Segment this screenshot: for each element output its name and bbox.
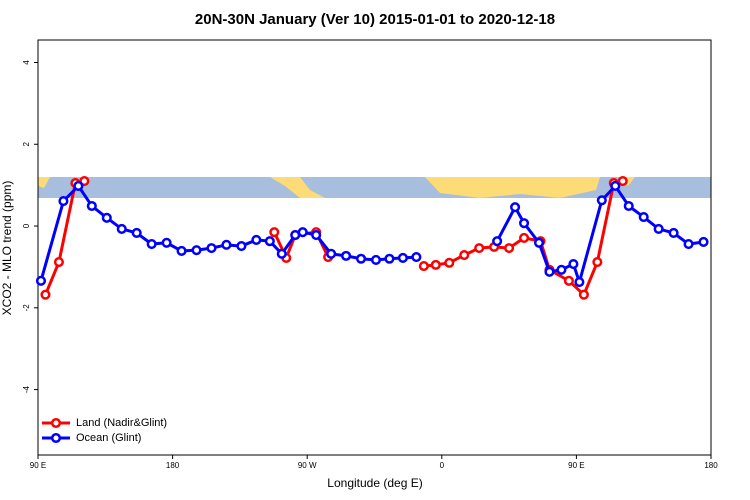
data-point bbox=[623, 200, 634, 212]
data-point bbox=[397, 252, 408, 263]
data-point bbox=[276, 248, 287, 259]
data-point bbox=[341, 250, 352, 261]
data-point bbox=[578, 289, 589, 300]
x-tick-label: 90 E bbox=[568, 461, 584, 470]
data-point bbox=[131, 227, 142, 239]
data-point bbox=[384, 253, 395, 264]
data-point bbox=[176, 245, 187, 257]
data-point bbox=[556, 264, 567, 275]
data-point bbox=[418, 261, 429, 272]
y-tick-label: 2 bbox=[22, 141, 31, 146]
data-point bbox=[264, 236, 275, 247]
x-tick-label: 0 bbox=[440, 461, 445, 470]
data-point bbox=[610, 180, 621, 192]
data-point bbox=[311, 229, 322, 241]
y-tick-label: -4 bbox=[22, 385, 31, 393]
data-point bbox=[86, 200, 97, 212]
data-point bbox=[161, 237, 172, 248]
x-tick-label: 180 bbox=[166, 461, 180, 470]
data-point bbox=[568, 259, 579, 270]
data-point bbox=[116, 223, 127, 234]
data-point bbox=[101, 212, 112, 223]
y-tick-label: 4 bbox=[22, 60, 31, 65]
data-point bbox=[35, 275, 47, 286]
data-point bbox=[430, 259, 441, 270]
data-point bbox=[191, 245, 202, 256]
data-point bbox=[563, 275, 574, 286]
data-point bbox=[206, 243, 217, 254]
data-point bbox=[519, 232, 530, 243]
y-tick-label: 0 bbox=[22, 223, 31, 228]
data-point bbox=[533, 237, 545, 248]
data-point bbox=[53, 256, 64, 268]
data-point bbox=[668, 227, 679, 239]
data-point bbox=[236, 241, 247, 252]
data-point bbox=[40, 289, 51, 300]
data-point bbox=[519, 218, 530, 229]
data-point bbox=[504, 243, 515, 254]
data-point bbox=[58, 196, 69, 207]
data-point bbox=[698, 236, 709, 248]
data-point bbox=[251, 234, 262, 245]
data-point bbox=[269, 227, 280, 238]
plot-frame bbox=[37, 39, 712, 456]
data-point bbox=[221, 239, 232, 250]
data-point bbox=[370, 254, 382, 266]
data-point bbox=[544, 266, 555, 277]
data-point bbox=[444, 257, 455, 268]
data-point bbox=[653, 223, 664, 234]
data-point bbox=[492, 236, 503, 247]
data-point bbox=[297, 227, 308, 238]
data-point bbox=[459, 250, 470, 261]
map-band bbox=[38, 177, 711, 198]
x-tick-label: 180 bbox=[704, 461, 718, 470]
x-axis-label: Longitude (deg E) bbox=[327, 476, 422, 490]
data-point bbox=[73, 180, 84, 192]
legend-label: Ocean (Glint) bbox=[76, 432, 141, 444]
data-point bbox=[638, 211, 649, 223]
data-point bbox=[617, 176, 628, 187]
x-tick-label: 90 E bbox=[30, 461, 46, 470]
data-point bbox=[510, 202, 521, 213]
legend-marker bbox=[50, 432, 62, 444]
data-point bbox=[474, 243, 485, 254]
data-point bbox=[592, 256, 603, 268]
legend-label: Land (Nadir&Glint) bbox=[76, 417, 167, 429]
data-point bbox=[596, 195, 607, 206]
x-tick-label: 90 W bbox=[298, 461, 317, 470]
data-point bbox=[79, 176, 90, 187]
data-point bbox=[574, 276, 585, 288]
data-point bbox=[355, 253, 367, 264]
data-point bbox=[683, 238, 694, 250]
legend-marker bbox=[50, 417, 62, 429]
y-tick-label: -2 bbox=[22, 304, 31, 312]
chart-title: 20N-30N January (Ver 10) 2015-01-01 to 2… bbox=[195, 11, 555, 28]
data-point bbox=[326, 248, 337, 259]
data-point bbox=[411, 252, 422, 263]
data-point bbox=[146, 238, 157, 250]
y-axis-label: XCO2 - MLO trend (ppm) bbox=[0, 181, 14, 316]
